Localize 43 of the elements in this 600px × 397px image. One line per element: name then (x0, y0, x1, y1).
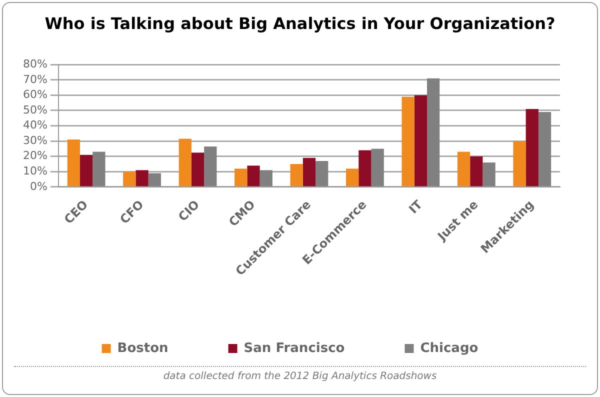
bar (513, 141, 526, 186)
bar (302, 158, 316, 186)
bar (92, 152, 106, 186)
bar (402, 96, 414, 186)
bar (358, 150, 372, 186)
bar (470, 156, 483, 186)
legend-label: San Francisco (244, 340, 345, 356)
bar (346, 168, 359, 186)
bar (260, 170, 272, 186)
bar (371, 148, 384, 186)
x-tick-label: CIO (176, 198, 202, 224)
bar (178, 138, 192, 186)
bar (414, 95, 427, 186)
bar (290, 164, 303, 186)
y-tick-label: 0% (30, 180, 48, 193)
y-tick-label: 50% (22, 103, 48, 116)
bar (204, 146, 217, 186)
y-tick-label: 80% (22, 57, 48, 70)
bar (234, 168, 248, 186)
legend-label: Chicago (420, 340, 478, 356)
bar (316, 160, 328, 186)
bar (67, 140, 80, 186)
bar (191, 152, 204, 186)
y-tick-label: 70% (22, 72, 48, 86)
bar (482, 162, 496, 186)
bar (247, 166, 260, 186)
bar (426, 78, 440, 186)
text: data collected from the 2012 Big Analytics Roadshows (162, 371, 438, 382)
chart-title: Who is Talking about Big Analytics in Your Organization? (44, 14, 556, 33)
y-tick-label: 40% (22, 118, 48, 132)
legend-label: Boston (117, 340, 168, 356)
bar (80, 154, 93, 186)
bar (457, 152, 470, 186)
y-tick-label: 30% (22, 134, 48, 147)
bar (136, 170, 148, 186)
bar (123, 172, 136, 186)
x-tick-label: IT (406, 196, 426, 216)
bar (148, 173, 161, 186)
y-tick-label: 60% (22, 88, 48, 102)
bar (526, 108, 538, 186)
y-tick-label: 10% (22, 164, 48, 178)
y-tick-label: 20% (22, 149, 48, 162)
bar (538, 112, 552, 186)
